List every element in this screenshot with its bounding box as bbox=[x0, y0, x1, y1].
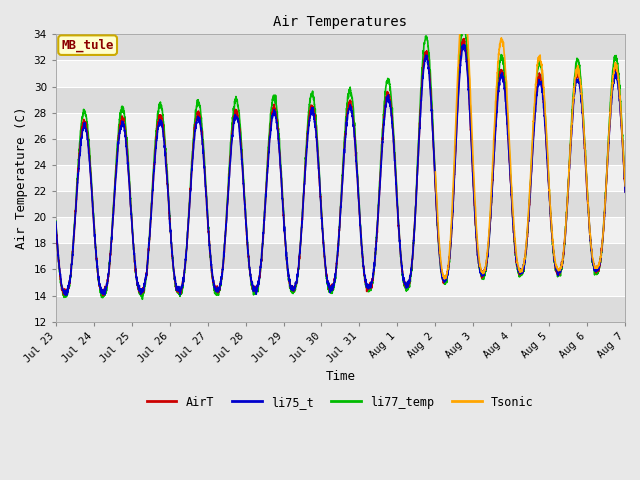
Bar bbox=[56, 165, 625, 191]
Text: MB_tule: MB_tule bbox=[61, 38, 114, 52]
Bar bbox=[56, 191, 625, 217]
Bar bbox=[56, 296, 625, 322]
Bar bbox=[56, 86, 625, 113]
Title: Air Temperatures: Air Temperatures bbox=[273, 15, 408, 29]
Bar bbox=[56, 217, 625, 243]
Bar bbox=[56, 243, 625, 269]
Bar bbox=[56, 139, 625, 165]
X-axis label: Time: Time bbox=[325, 370, 355, 383]
Bar bbox=[56, 60, 625, 86]
Legend: AirT, li75_t, li77_temp, Tsonic: AirT, li75_t, li77_temp, Tsonic bbox=[142, 391, 539, 413]
Bar bbox=[56, 35, 625, 60]
Y-axis label: Air Temperature (C): Air Temperature (C) bbox=[15, 107, 28, 249]
Bar bbox=[56, 113, 625, 139]
Bar bbox=[56, 269, 625, 296]
